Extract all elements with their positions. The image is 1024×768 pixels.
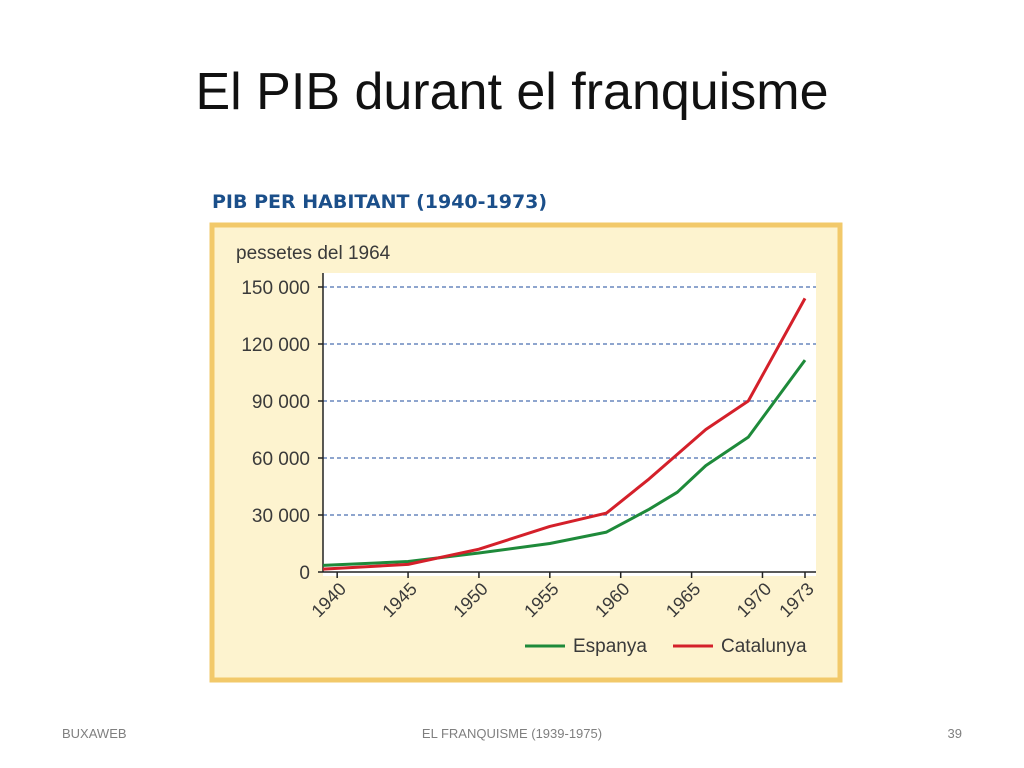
y-tick-label: 60 000 [252,449,310,470]
chart-title: PIB PER HABITANT (1940-1973) [212,191,547,213]
legend-label: Espanya [573,636,647,657]
slide-title: El PIB durant el franquisme [195,63,829,121]
y-tick-label: 90 000 [252,392,310,413]
footer-section: EL FRANQUISME (1939-1975) [421,726,603,741]
y-axis-label: pessetes del 1964 [236,243,391,264]
legend: Espanya Catalunya [525,636,807,657]
legend-label: Catalunya [721,636,807,657]
y-ticks: 0 30 000 60 000 90 000 120 000 150 000 [241,278,323,584]
y-tick-label: 0 [299,563,310,584]
y-tick-label: 120 000 [241,335,310,356]
y-tick-label: 150 000 [241,278,310,299]
plot-area [323,273,816,576]
series-lines [322,297,807,571]
series-line-catalunya [322,297,807,571]
grid-lines [323,286,816,516]
y-tick-label: 30 000 [252,506,310,527]
axes [322,273,816,573]
footer-author: BUXAWEB [62,726,127,741]
footer-page-number: 39 [947,726,962,741]
